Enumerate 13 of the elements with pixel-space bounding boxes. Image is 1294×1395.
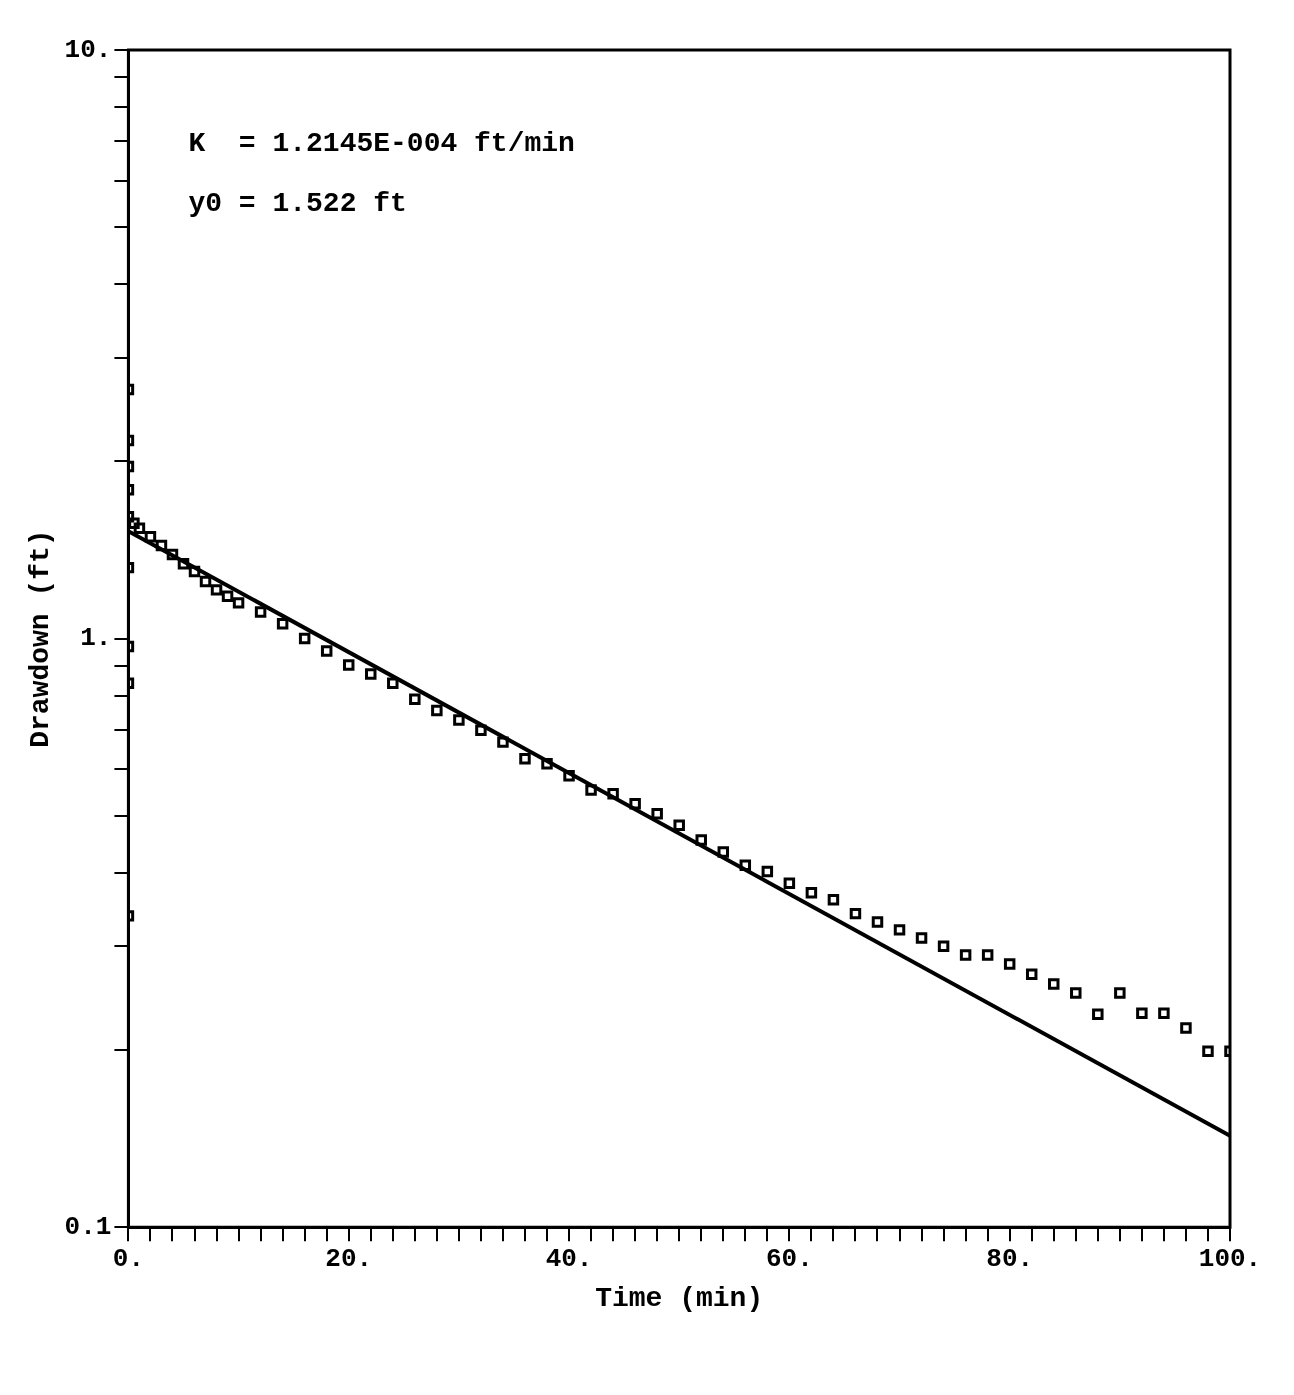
x-tick-label: 60. xyxy=(765,1244,813,1275)
x-tick-label: 20. xyxy=(325,1244,373,1275)
x-tick-label: 100. xyxy=(1198,1244,1262,1275)
y-tick-label: 10. xyxy=(64,34,112,65)
x-tick-label: 80. xyxy=(986,1244,1034,1275)
x-tick-label: 40. xyxy=(545,1244,593,1275)
y-axis-title: Drawdown (ft) xyxy=(24,529,56,748)
annotation: K = 1.2145E-004 ft/min xyxy=(188,128,575,160)
y-tick-label: 1. xyxy=(80,623,112,654)
y-tick-label: 0.1 xyxy=(64,1211,112,1242)
x-axis-title: Time (min) xyxy=(595,1283,764,1315)
annotation: y0 = 1.522 ft xyxy=(188,188,407,220)
x-tick-label: 0. xyxy=(112,1244,145,1275)
